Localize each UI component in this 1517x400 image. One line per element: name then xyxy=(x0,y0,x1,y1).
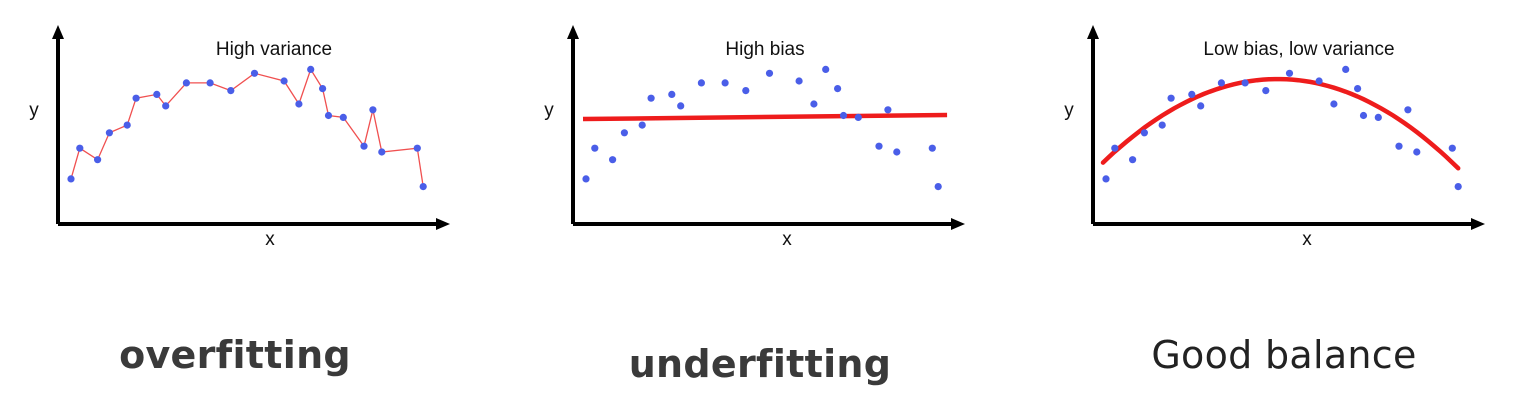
underfitting-panel: High bias y x underfitting xyxy=(535,0,1005,400)
data-point xyxy=(250,69,259,77)
data-point xyxy=(162,102,170,110)
data-point xyxy=(324,111,333,120)
data-point xyxy=(1217,79,1225,87)
underfit-line xyxy=(582,112,948,122)
data-point xyxy=(206,79,214,87)
data-point xyxy=(810,100,818,108)
data-point xyxy=(854,113,862,121)
data-point xyxy=(67,175,75,183)
data-point xyxy=(1111,144,1119,152)
y-axis-arrow xyxy=(1087,25,1099,39)
overfitting-panel: High variance y x overfitting xyxy=(20,0,490,400)
data-point xyxy=(638,121,646,129)
data-point xyxy=(928,144,936,152)
data-point xyxy=(123,121,131,129)
data-point xyxy=(1454,183,1462,191)
data-point xyxy=(1315,77,1323,85)
plot-area xyxy=(567,25,965,230)
data-point xyxy=(295,100,303,108)
data-point xyxy=(1448,144,1456,152)
y-axis-label: y xyxy=(1064,100,1074,121)
data-point xyxy=(822,65,830,73)
data-point xyxy=(765,69,774,77)
data-point xyxy=(319,85,327,93)
data-point xyxy=(1197,102,1205,110)
data-point xyxy=(307,65,315,73)
x-axis-arrow xyxy=(436,218,450,230)
data-point xyxy=(795,77,803,85)
plot-title: Low bias, low variance xyxy=(1203,39,1394,60)
data-point xyxy=(1330,100,1338,108)
x-axis-label: x xyxy=(782,229,792,250)
x-axis-label: x xyxy=(1302,229,1312,250)
data-point xyxy=(1413,148,1421,156)
plot-low-bias-low-variance: Low bias, low variance y x xyxy=(1064,25,1485,250)
data-point xyxy=(1188,90,1196,98)
data-point xyxy=(1342,65,1350,73)
data-point xyxy=(1354,85,1362,93)
plot-high-variance: High variance y x xyxy=(29,25,450,250)
data-point xyxy=(360,142,368,150)
data-point xyxy=(1285,69,1294,77)
data-point xyxy=(875,142,883,150)
data-point xyxy=(1395,142,1403,150)
data-point xyxy=(609,156,617,164)
data-point xyxy=(1262,87,1270,95)
plot-high-bias: High bias y x xyxy=(544,25,965,250)
data-point xyxy=(153,90,161,98)
overfit-line xyxy=(70,67,424,187)
data-point xyxy=(1359,111,1368,120)
data-point xyxy=(647,94,655,102)
plot-title: High bias xyxy=(725,39,804,60)
data-point xyxy=(1158,121,1166,129)
y-axis-arrow xyxy=(52,25,64,39)
data-point xyxy=(94,156,102,164)
data-point xyxy=(677,102,685,110)
data-point xyxy=(1140,129,1148,137)
data-point xyxy=(834,85,842,93)
caption-good-balance: Good balance xyxy=(1151,333,1417,377)
data-point xyxy=(1102,175,1110,183)
y-axis-arrow xyxy=(567,25,579,39)
data-point xyxy=(227,87,235,95)
caption-overfitting: overfitting xyxy=(119,333,351,377)
data-point xyxy=(1374,113,1382,121)
data-point xyxy=(369,106,377,114)
data-point xyxy=(280,77,288,85)
data-point xyxy=(419,183,427,191)
data-point xyxy=(697,79,705,87)
data-point xyxy=(76,144,84,152)
data-point xyxy=(893,148,901,156)
data-point xyxy=(721,79,729,87)
plot-area xyxy=(52,25,450,230)
y-axis-label: y xyxy=(544,100,554,121)
data-point xyxy=(582,175,590,183)
data-point xyxy=(182,79,190,87)
data-point xyxy=(591,144,599,152)
data-point xyxy=(132,94,140,102)
data-point xyxy=(668,90,676,98)
plot-area xyxy=(1087,25,1485,230)
good-balance-panel: Low bias, low variance y x Good balance xyxy=(1055,0,1517,400)
good-fit-curve xyxy=(1100,76,1461,171)
y-axis-label: y xyxy=(29,100,39,121)
plot-title: High variance xyxy=(216,39,332,60)
data-point xyxy=(620,129,628,137)
data-point xyxy=(378,148,386,156)
x-axis-arrow xyxy=(1471,218,1485,230)
data-point xyxy=(339,113,347,121)
data-point xyxy=(1241,79,1249,87)
x-axis-label: x xyxy=(265,229,275,250)
x-axis-arrow xyxy=(951,218,965,230)
data-point xyxy=(105,129,113,137)
data-point xyxy=(839,111,848,120)
caption-underfitting: underfitting xyxy=(628,342,892,386)
data-point xyxy=(1404,106,1412,114)
data-point xyxy=(413,144,421,152)
data-point xyxy=(1129,156,1137,164)
data-point xyxy=(884,106,892,114)
data-point xyxy=(1167,94,1175,102)
data-point xyxy=(742,87,750,95)
data-point xyxy=(934,183,942,191)
